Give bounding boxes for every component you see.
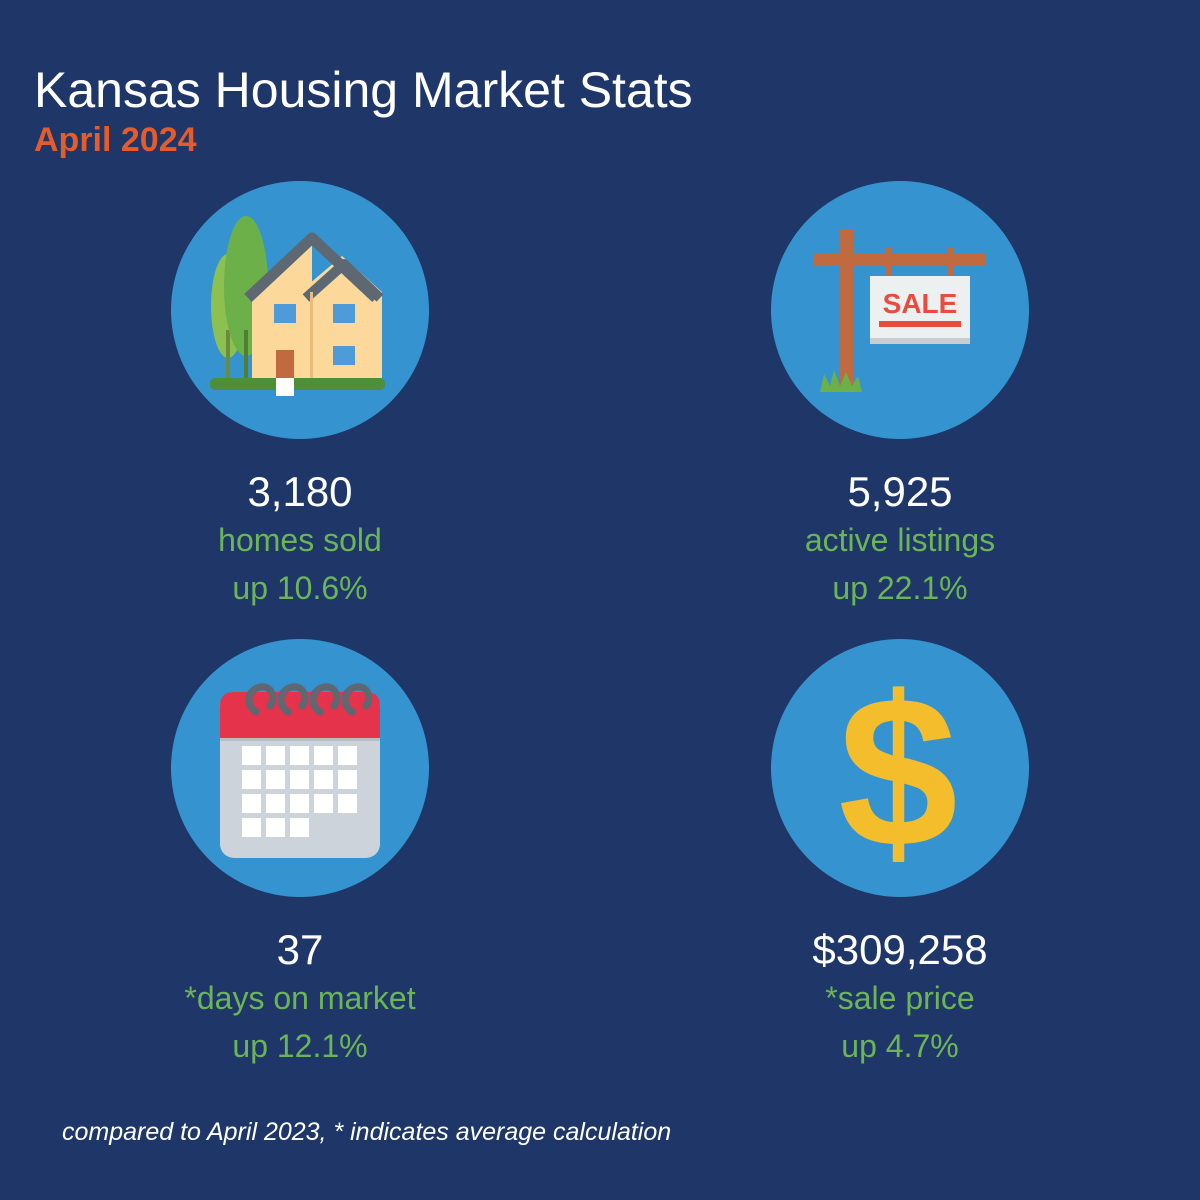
stat-change: up 10.6% — [232, 570, 368, 606]
stat-change: up 12.1% — [232, 1028, 368, 1064]
calendar-day-cell — [338, 770, 357, 789]
for-sale-sign-icon: SALE — [771, 181, 1029, 439]
calendar-day-cell — [290, 770, 309, 789]
calendar-day-cell — [314, 746, 333, 765]
stat-days-on-market: 37 *days on market up 12.1% — [90, 638, 510, 1070]
stat-homes-sold: 3,180 homes sold up 10.6% — [90, 180, 510, 612]
stat-sale-price: $ $309,258 *sale price up 4.7% — [690, 638, 1110, 1070]
calendar-day-cell — [266, 794, 285, 813]
stat-value: 5,925 — [847, 468, 953, 515]
stat-change: up 22.1% — [832, 570, 968, 606]
calendar-day-cell — [290, 746, 309, 765]
stat-value: 37 — [276, 926, 324, 973]
calendar-day-cell — [266, 746, 285, 765]
calendar-day-cell — [314, 770, 333, 789]
stat-label: active listings — [804, 522, 996, 558]
calendar-day-cell — [314, 794, 333, 813]
calendar-day-cell — [266, 770, 285, 789]
calendar-day-cell — [266, 818, 285, 837]
calendar-day-cell — [338, 746, 357, 765]
calendar-day-cell — [242, 794, 261, 813]
footnote: compared to April 2023, * indicates aver… — [62, 1118, 672, 1146]
dollar-sign-icon: $ — [771, 639, 1029, 897]
stat-label: homes sold — [218, 522, 382, 558]
calendar-day-cell — [290, 794, 309, 813]
calendar-day-cell — [242, 818, 261, 837]
calendar-day-cell — [242, 746, 261, 765]
stat-active-listings: SALE 5,925 active listings up 22.1% — [690, 180, 1110, 612]
stat-label: *sale price — [825, 980, 975, 1016]
house-icon — [171, 181, 429, 439]
calendar-day-cell — [242, 770, 261, 789]
calendar-day-cell — [290, 818, 309, 837]
page-title: Kansas Housing Market Stats — [34, 62, 693, 118]
calendar-day-cell — [338, 794, 357, 813]
sign-text: SALE — [883, 288, 958, 319]
stat-label: *days on market — [184, 980, 416, 1016]
stat-value: $309,258 — [812, 926, 988, 973]
dollar-glyph: $ — [838, 651, 958, 892]
page-subtitle: April 2024 — [34, 121, 197, 159]
stat-change: up 4.7% — [841, 1028, 959, 1064]
stat-value: 3,180 — [247, 468, 353, 515]
calendar-icon — [171, 639, 429, 897]
